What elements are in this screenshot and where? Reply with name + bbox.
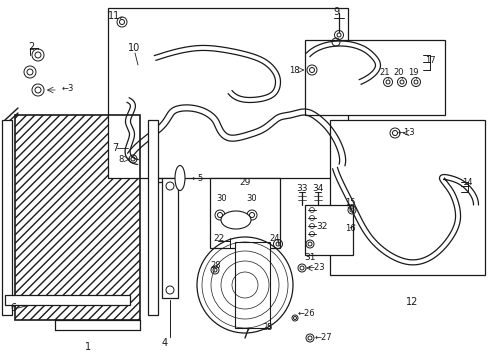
Text: 29: 29 — [239, 177, 250, 186]
Text: 8: 8 — [118, 154, 123, 163]
Text: 11: 11 — [108, 11, 120, 21]
Bar — [235, 242, 269, 328]
Text: 12: 12 — [405, 297, 417, 307]
Text: 28: 28 — [209, 261, 220, 270]
Text: 21: 21 — [379, 68, 389, 77]
Text: 4: 4 — [162, 338, 168, 348]
Text: 14: 14 — [461, 177, 471, 186]
Text: 9: 9 — [332, 7, 338, 17]
Text: 6: 6 — [10, 303, 16, 313]
Text: ←5: ←5 — [192, 174, 204, 183]
Text: 34: 34 — [312, 184, 323, 193]
Text: 15: 15 — [345, 198, 355, 207]
Text: 30: 30 — [246, 194, 257, 202]
Text: 24: 24 — [269, 234, 280, 243]
Text: 32: 32 — [316, 221, 327, 230]
Bar — [305, 205, 352, 255]
Bar — [108, 8, 347, 178]
Bar — [2, 120, 12, 315]
Text: 7: 7 — [112, 143, 118, 153]
Text: ←27: ←27 — [314, 333, 332, 342]
Text: 17: 17 — [424, 55, 435, 64]
Ellipse shape — [221, 211, 250, 229]
Text: ←3: ←3 — [62, 84, 74, 93]
Text: 33: 33 — [296, 184, 307, 193]
Text: 22: 22 — [213, 234, 224, 243]
Text: 2: 2 — [28, 42, 34, 52]
Text: ←26: ←26 — [297, 309, 315, 318]
Bar — [5, 295, 130, 305]
Text: 1: 1 — [85, 342, 91, 352]
Text: 16: 16 — [345, 224, 355, 233]
Bar — [15, 115, 140, 320]
Bar — [148, 120, 158, 315]
Text: 10: 10 — [128, 43, 140, 53]
Bar — [162, 178, 178, 298]
Text: 19: 19 — [407, 68, 417, 77]
Bar — [305, 40, 444, 115]
Ellipse shape — [175, 166, 184, 190]
Bar — [329, 120, 484, 275]
Text: 20: 20 — [393, 68, 404, 77]
Text: 31: 31 — [304, 253, 315, 262]
Text: ←23: ←23 — [307, 264, 325, 273]
Bar — [15, 115, 140, 320]
Text: ←13: ←13 — [397, 127, 415, 136]
Text: 30: 30 — [216, 194, 227, 202]
Text: 18: 18 — [289, 66, 299, 75]
Text: 25: 25 — [262, 324, 272, 333]
Bar — [209, 178, 280, 248]
